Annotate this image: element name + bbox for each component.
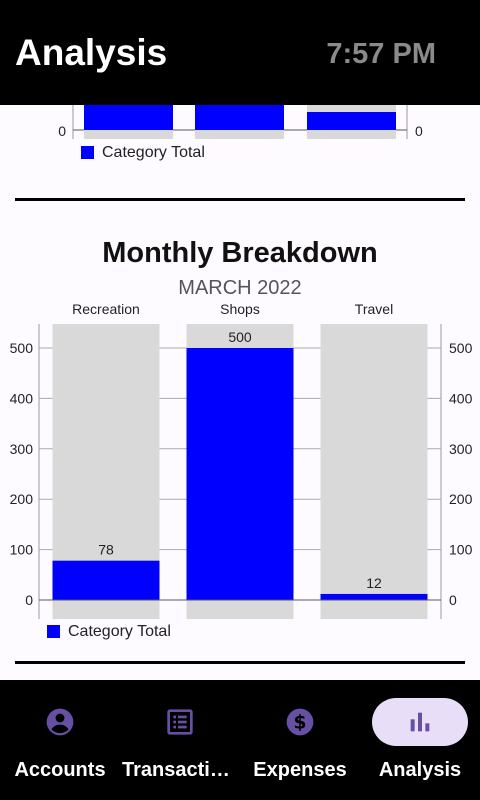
y-tick-label: 500: [449, 340, 473, 356]
data-label: 78: [98, 542, 114, 558]
y-tick-label: 100: [449, 542, 473, 558]
section-divider: [15, 661, 465, 664]
y-tick-label: 300: [10, 441, 34, 457]
y-tick-label: 0: [415, 123, 423, 139]
y-tick-label: 0: [25, 592, 33, 608]
svg-text:$: $: [294, 713, 307, 734]
bar: [195, 105, 284, 130]
bar: [186, 348, 294, 600]
nav-item-accounts[interactable]: Accounts: [0, 680, 120, 800]
y-tick-label: 200: [10, 491, 34, 507]
category-total-chart: [72, 105, 408, 139]
bar-track: [320, 324, 428, 619]
nav-item-analysis[interactable]: Analysis: [360, 680, 480, 800]
y-tick-label: 400: [10, 390, 34, 406]
bottom-navigation: Accounts Transactions $ Expenses: [0, 680, 480, 800]
data-label: 12: [366, 575, 382, 591]
legend-label: Category Total: [102, 144, 205, 161]
page-title: Analysis: [15, 32, 168, 73]
bar: [52, 560, 160, 600]
chart-title: Monthly Breakdown: [102, 237, 378, 269]
section-divider: [15, 198, 465, 201]
nav-label: Expenses: [253, 759, 347, 781]
y-tick-label: 0: [449, 592, 457, 608]
y-tick-label: 200: [449, 491, 473, 507]
monthly-breakdown-chart: 0 0 100 100 200 200 300 300 400 400 500 500 78 Recrea…: [10, 301, 473, 619]
nav-label: Analysis: [378, 759, 462, 781]
nav-label: Accounts: [14, 759, 106, 781]
category-label: Recreation: [72, 301, 140, 317]
nav-label: Transactions: [122, 759, 240, 781]
y-tick-label: 300: [449, 441, 473, 457]
y-tick-label: 400: [449, 390, 473, 406]
list-icon: [167, 709, 193, 735]
bar: [320, 593, 428, 600]
legend-label: Category Total: [68, 623, 171, 640]
clock-time: 7:57 PM: [326, 38, 436, 70]
data-label: 500: [228, 329, 252, 345]
category-label: Travel: [355, 301, 393, 317]
bar: [307, 112, 396, 130]
account-circle-icon: [46, 708, 74, 736]
top-app-bar: Analysis 7:57 PM: [0, 0, 480, 105]
bar: [84, 105, 173, 130]
legend-swatch: [81, 146, 94, 159]
y-tick-label: 0: [58, 123, 66, 139]
nav-item-expenses[interactable]: $ Expenses: [240, 680, 360, 800]
bar-chart-icon: [410, 712, 430, 732]
legend-swatch: [47, 625, 60, 638]
scroll-content[interactable]: 0 0 Category Total Monthly Breakdown MAR…: [0, 105, 480, 680]
category-label: Shops: [220, 301, 260, 317]
dollar-icon: $: [286, 708, 314, 736]
chart-subtitle: MARCH 2022: [178, 277, 302, 299]
y-tick-label: 500: [10, 340, 34, 356]
nav-item-transactions[interactable]: Transactions: [120, 680, 240, 800]
y-tick-label: 100: [10, 542, 34, 558]
